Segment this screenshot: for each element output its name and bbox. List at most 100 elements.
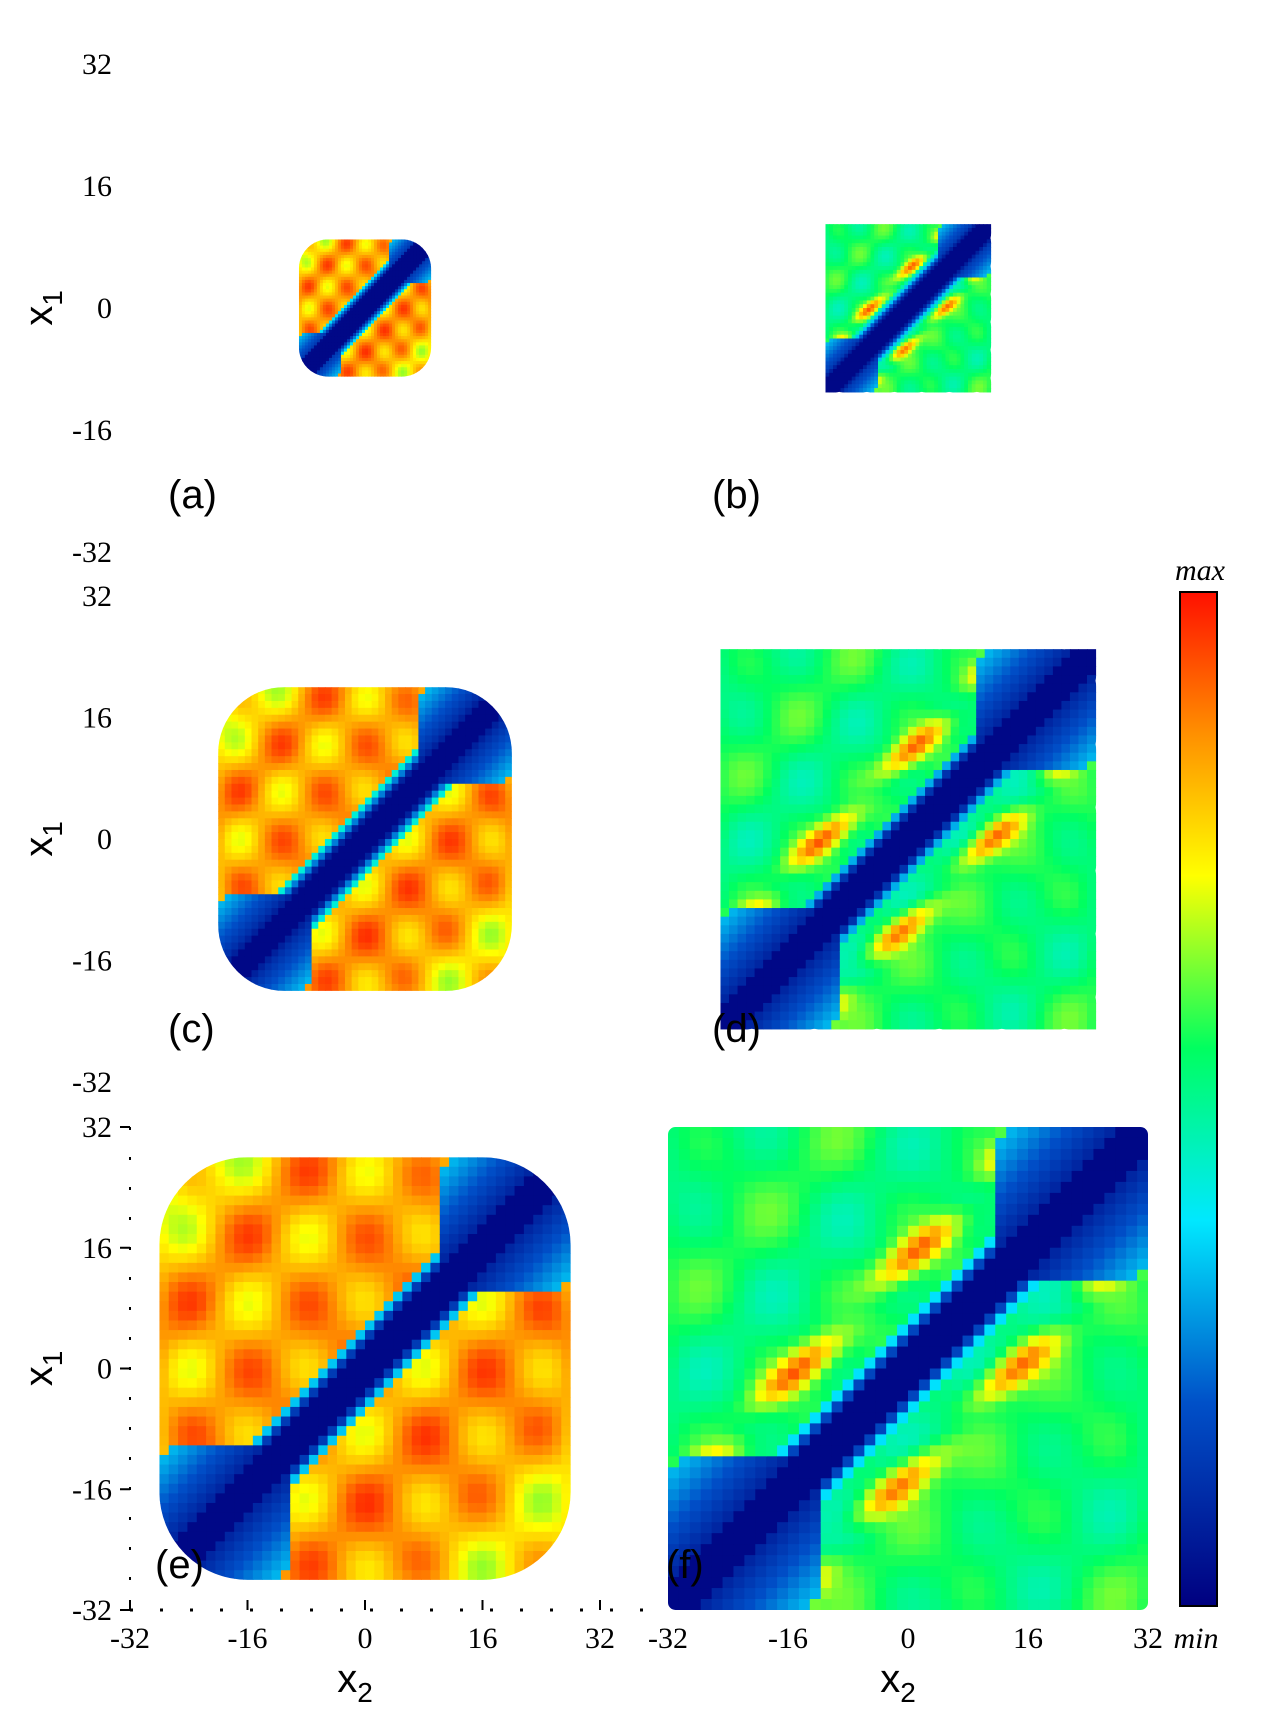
heatmap-cell — [378, 769, 386, 778]
heatmap-cell — [866, 300, 872, 305]
heatmap-cell — [395, 298, 399, 303]
heatmap-cell — [380, 364, 384, 368]
heatmap-cell — [889, 300, 894, 305]
heatmap-cell — [851, 323, 857, 328]
heatmap-cell — [343, 279, 348, 284]
heatmap-cell — [386, 323, 390, 328]
heatmap-cell — [324, 921, 333, 930]
heatmap-cell — [392, 348, 396, 353]
heatmap-cell — [278, 776, 286, 785]
heatmap-cell — [310, 283, 315, 287]
heatmap-cell — [979, 250, 984, 256]
heatmap-cell — [855, 224, 860, 229]
heatmap-cell — [848, 365, 853, 370]
heatmap-cell — [319, 370, 324, 375]
heatmap-cell — [331, 956, 339, 964]
heatmap-cell — [298, 345, 303, 350]
heatmap-cell — [368, 317, 372, 322]
heatmap-cell — [344, 928, 353, 937]
heatmap-cell — [428, 348, 432, 353]
heatmap-cell — [349, 357, 354, 362]
heatmap-cell — [264, 804, 273, 812]
heatmap-cell — [407, 286, 411, 290]
heatmap-cell — [386, 361, 390, 365]
heatmap-cell — [979, 315, 984, 321]
heatmap-cell — [352, 273, 357, 278]
heatmap-cell — [377, 267, 381, 272]
heatmap-cell — [419, 370, 423, 375]
heatmap-cell — [264, 859, 273, 868]
heatmap-cell — [271, 763, 279, 771]
heatmap-cell — [926, 357, 932, 362]
heatmap-cell — [322, 273, 327, 278]
heatmap-cell — [349, 304, 354, 309]
heatmap-cell — [365, 825, 373, 833]
heatmap-cell — [425, 295, 429, 300]
heatmap-cell — [833, 327, 838, 332]
heatmap-cell — [278, 790, 286, 799]
heatmap-cell — [945, 361, 950, 366]
heatmap-cell — [986, 250, 992, 256]
heatmap-cell — [313, 283, 318, 287]
heatmap-cell — [318, 956, 326, 964]
heatmap-cell — [343, 336, 348, 340]
heatmap-cell — [389, 258, 393, 262]
heatmap-cell — [301, 298, 306, 303]
heatmap-cell — [413, 254, 417, 259]
heatmap-cell — [238, 921, 246, 930]
panel-label-b: (b) — [712, 473, 761, 517]
heatmap-cell — [840, 254, 845, 260]
heatmap-cell — [900, 311, 905, 317]
heatmap-cell — [374, 292, 378, 297]
heatmap-cell — [926, 273, 932, 279]
heatmap-cell — [979, 227, 984, 233]
heatmap-cell — [365, 354, 369, 359]
heatmap-cell — [386, 326, 390, 331]
heatmap-cell — [337, 304, 342, 309]
heatmap-cell — [866, 292, 872, 298]
heatmap-cell — [334, 326, 339, 331]
heatmap-cell — [851, 365, 857, 370]
heatmap-cell — [383, 261, 387, 265]
heatmap-cell — [325, 242, 330, 247]
heatmap-cell — [389, 320, 393, 325]
heatmap-cell — [337, 298, 342, 303]
heatmap-cell — [311, 866, 319, 875]
heatmap-cell — [365, 251, 369, 256]
heatmap-cell — [395, 251, 399, 256]
heatmap-cell — [404, 367, 408, 371]
heatmap-cell — [881, 342, 887, 347]
heatmap-cell — [311, 707, 319, 716]
heatmap-cell — [378, 866, 386, 875]
heatmap-cell — [346, 367, 351, 371]
heatmap-cell — [340, 239, 345, 244]
heatmap-cell — [224, 721, 233, 730]
heatmap-cell — [941, 353, 947, 359]
heatmap-cell — [352, 317, 357, 322]
heatmap-cell — [953, 319, 958, 324]
heatmap-cell — [264, 901, 273, 909]
heatmap-cell — [251, 797, 259, 806]
heatmap-cell — [413, 326, 417, 331]
heatmap-cell — [385, 783, 393, 792]
heatmap-cell — [941, 231, 947, 237]
heatmap-cell — [986, 224, 992, 229]
heatmap-cell — [956, 308, 962, 313]
heatmap-cell — [904, 235, 909, 240]
heatmap-cell — [825, 346, 830, 351]
heatmap-cell — [398, 239, 402, 244]
heatmap-cell — [238, 887, 246, 895]
heatmap-cell — [934, 285, 939, 290]
heatmap-cell — [851, 353, 857, 359]
heatmap-cell — [358, 935, 366, 944]
heatmap-cell — [310, 245, 315, 250]
heatmap-cell — [358, 832, 366, 840]
heatmap-cell — [419, 357, 423, 362]
heatmap-cell — [389, 276, 393, 281]
heatmap-cell — [938, 372, 943, 378]
heatmap-cell — [251, 742, 259, 750]
heatmap-cell — [358, 887, 366, 895]
heatmap-cell — [343, 254, 348, 259]
heatmap-cell — [911, 304, 917, 309]
heatmap-cell — [365, 267, 369, 272]
